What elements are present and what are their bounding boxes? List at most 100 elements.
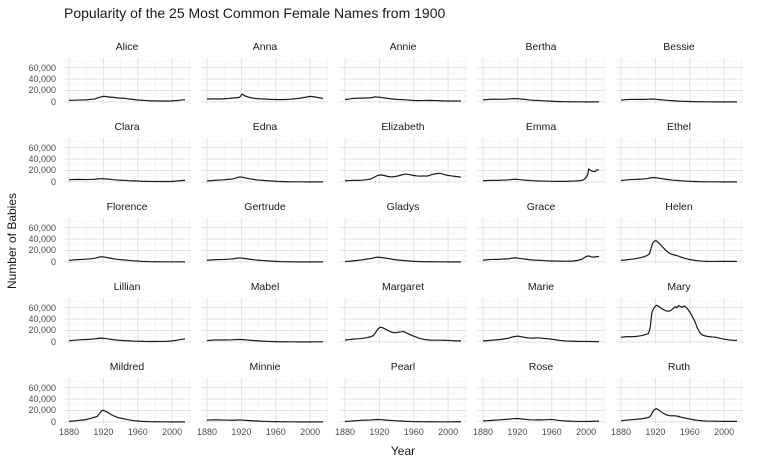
facet-ruth: Ruth	[615, 358, 743, 424]
facet-panel	[477, 298, 605, 344]
facet-title: Grace	[526, 201, 556, 213]
facet-panel	[339, 378, 467, 424]
x-tick-label: 1880	[58, 427, 80, 437]
trend-line	[344, 172, 462, 182]
x-tick-label: 1880	[196, 427, 218, 437]
y-tick-label: 40,000	[28, 313, 56, 324]
facet-title: Pearl	[390, 361, 416, 373]
trend-line	[620, 176, 737, 183]
x-tick-label: 1960	[679, 427, 700, 437]
y-tick-label: 40,000	[28, 153, 56, 164]
trend-line	[344, 418, 461, 423]
facet-title: Ruth	[667, 361, 691, 373]
facet-minnie: Minnie	[201, 358, 329, 424]
y-tick-label: 20,000	[28, 85, 56, 96]
y-tick-label: 60,000	[28, 382, 56, 393]
y-tick-label: 40,000	[28, 393, 56, 404]
facet-panel	[615, 378, 743, 424]
facet-title: Ethel	[667, 121, 691, 133]
facet-panel	[339, 138, 467, 184]
gridlines	[63, 58, 191, 104]
facet-gladys: Gladys	[339, 198, 467, 264]
x-tick-label: 1960	[265, 427, 286, 437]
facet-panel	[339, 298, 467, 344]
facet-title: Bertha	[525, 41, 557, 53]
facet-title: Mabel	[250, 281, 280, 293]
gridlines	[339, 218, 467, 264]
facet-title: Florence	[106, 201, 148, 213]
facet-bessie: Bessie	[615, 38, 743, 104]
facet-anna: Anna	[201, 38, 329, 104]
trend-line	[344, 326, 461, 342]
trend-line	[482, 97, 599, 103]
facet-edna: Edna	[201, 118, 329, 184]
y-tick-label: 0	[50, 96, 56, 107]
y-tick-label: 60,000	[28, 302, 56, 313]
facet-panel	[615, 218, 743, 264]
y-tick-label: 0	[50, 176, 56, 187]
facet-title: Elizabeth	[381, 121, 425, 133]
y-tick-label: 20,000	[28, 165, 56, 176]
trend-line	[206, 257, 323, 263]
trend-line	[68, 337, 186, 343]
trend-line	[68, 409, 185, 423]
x-tick-label: 2000	[438, 427, 459, 437]
y-tick-label: 40,000	[28, 233, 56, 244]
y-tick-label: 60,000	[28, 62, 56, 73]
x-tick-label: 2000	[162, 427, 183, 437]
facet-panel	[615, 138, 743, 184]
facet-title: Marie	[527, 281, 555, 293]
facet-title: Clara	[114, 121, 140, 133]
facet-panel	[477, 218, 605, 264]
trend-line	[620, 304, 738, 341]
facet-emma: Emma	[477, 118, 605, 184]
facet-alice: Alice	[63, 38, 191, 104]
gridlines	[63, 138, 191, 184]
x-tick-label: 2000	[576, 427, 597, 437]
facet-panel	[63, 58, 191, 104]
x-tick-label: 1960	[127, 427, 148, 437]
gridlines	[201, 138, 329, 184]
facet-title: Minnie	[249, 361, 281, 373]
x-tick-label: 1920	[645, 427, 666, 437]
trend-line	[482, 168, 600, 182]
gridlines	[201, 298, 329, 344]
facet-helen: Helen	[615, 198, 743, 264]
facet-title: Lillian	[113, 281, 141, 293]
x-tick-label: 2000	[300, 427, 321, 437]
gridlines	[477, 378, 605, 424]
x-tick-label: 1920	[93, 427, 114, 437]
trend-line	[68, 95, 186, 102]
facet-panel	[63, 218, 191, 264]
x-tick-label: 2000	[714, 427, 735, 437]
facet-panel	[63, 298, 191, 344]
trend-line	[482, 255, 600, 262]
trend-line	[620, 98, 737, 103]
facet-title: Annie	[389, 41, 417, 53]
facet-gertrude: Gertrude	[201, 198, 329, 264]
facet-panel	[201, 58, 329, 104]
gridlines	[477, 138, 605, 184]
facet-pearl: Pearl	[339, 358, 467, 424]
trend-line	[620, 240, 737, 263]
facet-elizabeth: Elizabeth	[339, 118, 467, 184]
trend-line	[344, 96, 461, 102]
gridlines	[63, 218, 191, 264]
gridlines	[477, 298, 605, 344]
gridlines	[477, 218, 605, 264]
facet-clara: Clara	[63, 118, 191, 184]
facet-annie: Annie	[339, 38, 467, 104]
y-tick-label: 20,000	[28, 245, 56, 256]
gridlines	[339, 138, 467, 184]
y-tick-label: 0	[50, 256, 56, 267]
facet-panel	[63, 138, 191, 184]
chart-title: Popularity of the 25 Most Common Female …	[64, 5, 446, 21]
gridlines	[201, 378, 329, 424]
facet-ethel: Ethel	[615, 118, 743, 184]
facet-panel	[63, 378, 191, 424]
facet-title: Mildred	[109, 361, 145, 373]
facet-panel	[201, 138, 329, 184]
y-tick-label: 60,000	[28, 142, 56, 153]
facet-title: Edna	[252, 121, 278, 133]
facet-title: Bessie	[663, 41, 695, 53]
